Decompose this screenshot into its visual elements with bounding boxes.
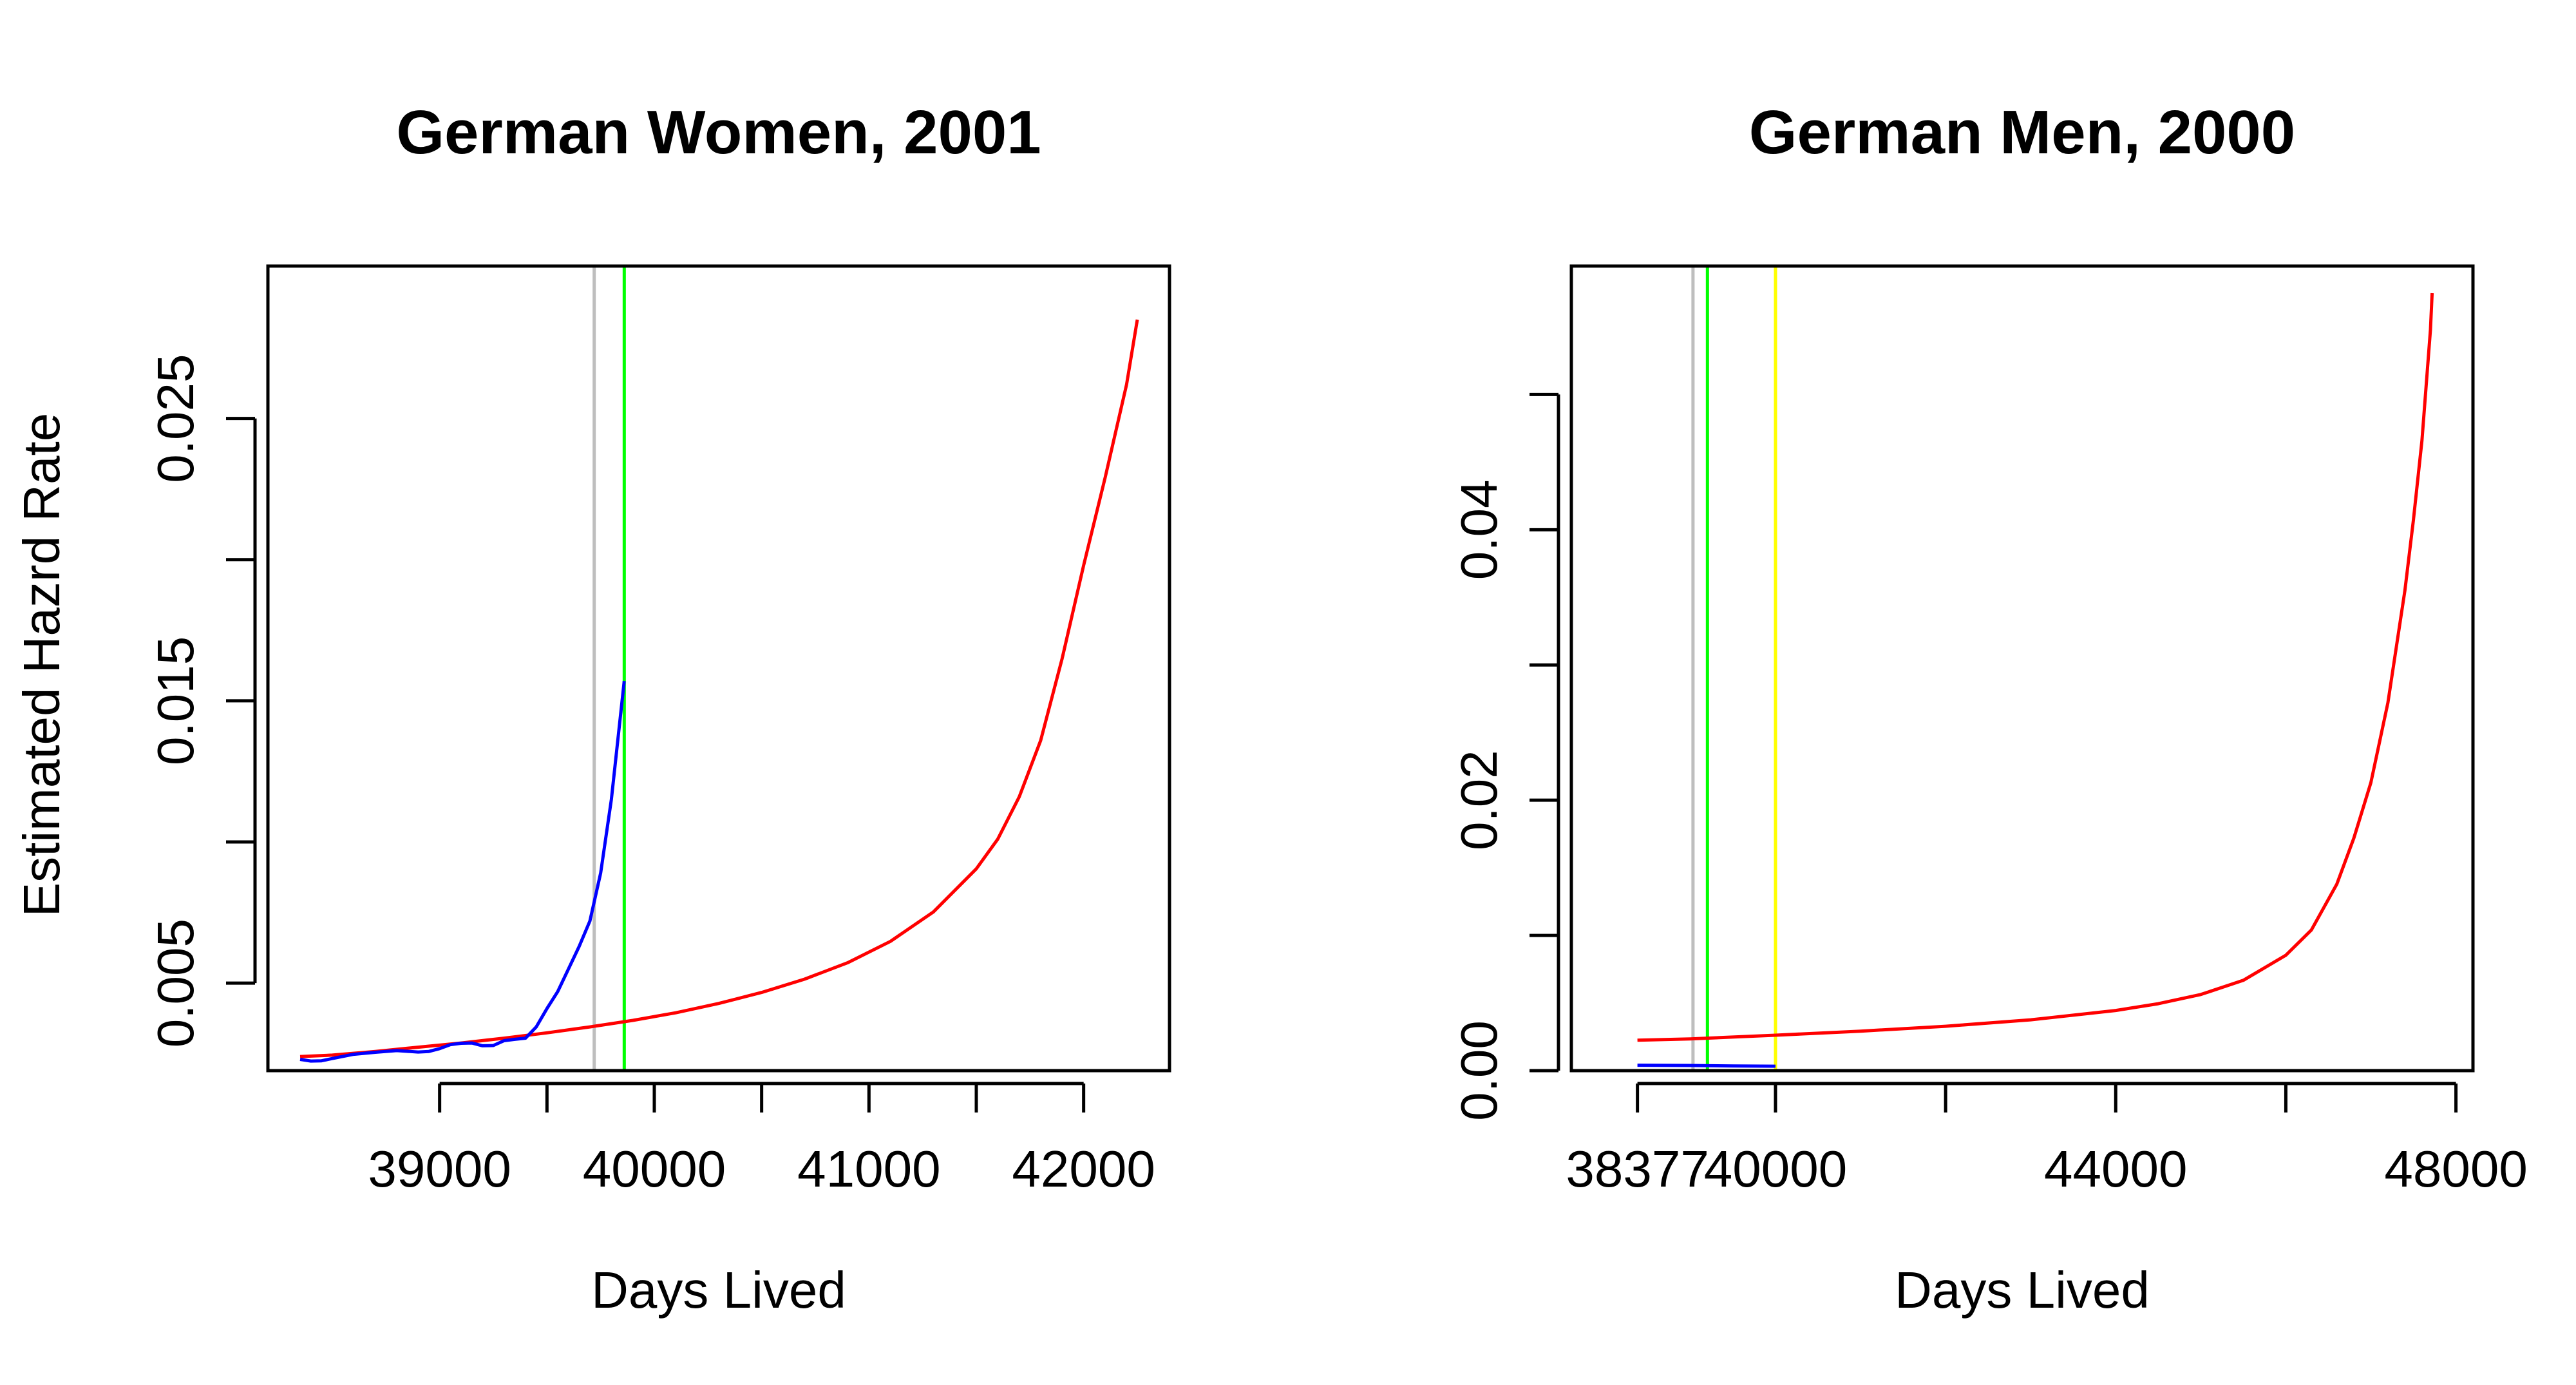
x-tick-label-women: 40000	[583, 1140, 726, 1198]
series-line-blue-women	[299, 680, 626, 1063]
x-tick-label-women: 41000	[797, 1140, 940, 1198]
y-tick-label-women: 0.005	[147, 919, 204, 1047]
y-tick-label-men: 0.04	[1450, 479, 1508, 580]
chart-title-men: German Men, 2000	[1749, 98, 2295, 167]
y-axis-label-women: Estimated Hazrd Rate	[13, 413, 70, 917]
plot-frame-men	[1569, 264, 2475, 1073]
panel-women: German Women, 2001 Days Lived Estimated …	[13, 98, 1171, 1319]
series-line-red-men	[1637, 292, 2434, 1042]
x-axis-label-women: Days Lived	[591, 1261, 846, 1319]
x-tick-label-women: 42000	[1012, 1140, 1155, 1198]
x-tick-label-men: 38377	[1566, 1140, 1709, 1198]
x-tick-label-women: 39000	[368, 1140, 511, 1198]
y-tick-label-women: 0.015	[147, 636, 204, 765]
x-tick-label-men: 40000	[1704, 1140, 1847, 1198]
plot-area-women: 39000 40000 41000 42000 0.005 0.015 0.025	[147, 264, 1171, 1198]
y-tick-label-men: 0.02	[1450, 750, 1508, 850]
y-tick-label-men: 0.00	[1450, 1020, 1508, 1121]
y-tick-label-women: 0.025	[147, 354, 204, 483]
chart-title-women: German Women, 2001	[396, 98, 1041, 167]
x-tick-label-men: 44000	[2044, 1140, 2187, 1198]
plot-frame-women	[266, 264, 1171, 1073]
series-line-blue-men	[1637, 1064, 1776, 1068]
x-tick-label-men: 48000	[2384, 1140, 2527, 1198]
x-axis-label-men: Days Lived	[1895, 1261, 2150, 1319]
